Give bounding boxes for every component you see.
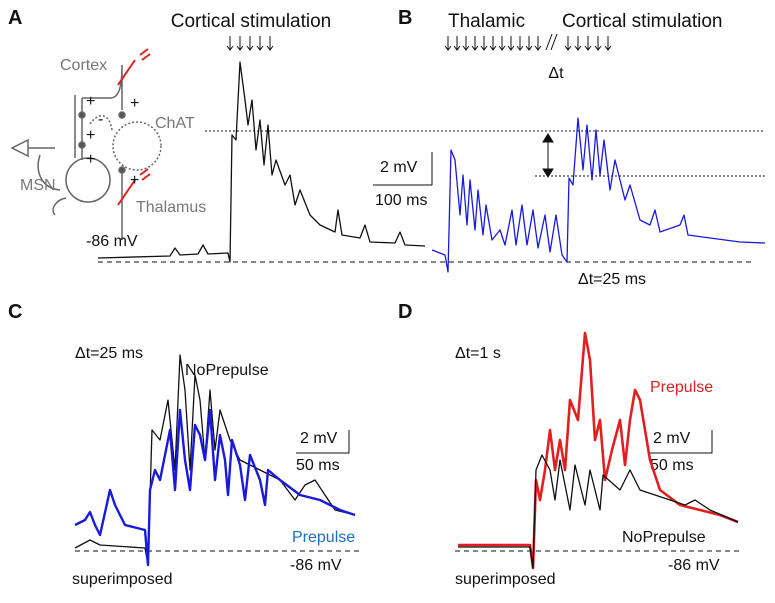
sign: + xyxy=(86,127,95,144)
sign: + xyxy=(130,95,139,112)
circuit-label: ChAT xyxy=(155,115,195,132)
panel-letter: D xyxy=(398,301,412,323)
trace xyxy=(431,117,766,273)
delta-label: Δt xyxy=(548,65,564,82)
trace-label: Prepulse xyxy=(650,379,713,396)
panel-letter: B xyxy=(398,7,412,29)
trace xyxy=(458,331,739,570)
sign: + xyxy=(130,172,139,189)
scale-bar xyxy=(296,430,350,454)
scale-bar xyxy=(373,152,433,186)
circuit xyxy=(10,64,162,240)
panel-letter: A xyxy=(8,7,22,29)
baseline-label: -86 mV xyxy=(290,557,342,574)
trace xyxy=(74,408,356,567)
stim-arrows xyxy=(226,36,274,51)
note: superimposed xyxy=(72,571,173,588)
note: superimposed xyxy=(455,571,556,588)
scale-bar xyxy=(650,430,713,454)
interval-label: Δt=1 s xyxy=(455,345,501,362)
trace xyxy=(97,61,426,263)
stim-title: Cortical stimulation xyxy=(562,11,723,32)
sign: + xyxy=(86,151,95,168)
stim-title: Cortical stimulation xyxy=(171,11,332,32)
amplitude-arrow xyxy=(542,133,554,178)
scale-label: 2 mV xyxy=(653,430,691,447)
scale-label: 2 mV xyxy=(300,430,338,447)
electrode xyxy=(117,48,151,206)
interval-label: Δt=25 ms xyxy=(578,271,646,288)
sign: + xyxy=(86,93,95,110)
scale-label: 100 ms xyxy=(375,192,427,209)
stim-label: Thalamic xyxy=(448,11,525,32)
interval-label: Δt=25 ms xyxy=(75,345,143,362)
trace-label: NoPrepulse xyxy=(185,362,269,379)
circuit-label: Thalamus xyxy=(136,199,206,216)
sign: - xyxy=(98,111,103,128)
scale-label: 2 mV xyxy=(380,159,418,176)
scale-label: 50 ms xyxy=(296,457,340,474)
baseline-label: -86 mV xyxy=(668,557,720,574)
stim-arrows xyxy=(444,33,612,51)
scale-label: 50 ms xyxy=(650,457,694,474)
trace xyxy=(458,454,739,569)
baseline-label: -86 mV xyxy=(86,233,138,250)
circuit-label: MSN xyxy=(20,177,56,194)
trace-label: Prepulse xyxy=(292,529,355,546)
trace-label: NoPrepulse xyxy=(622,529,706,546)
panel-letter: C xyxy=(8,301,22,323)
circuit-label: Cortex xyxy=(60,57,107,74)
